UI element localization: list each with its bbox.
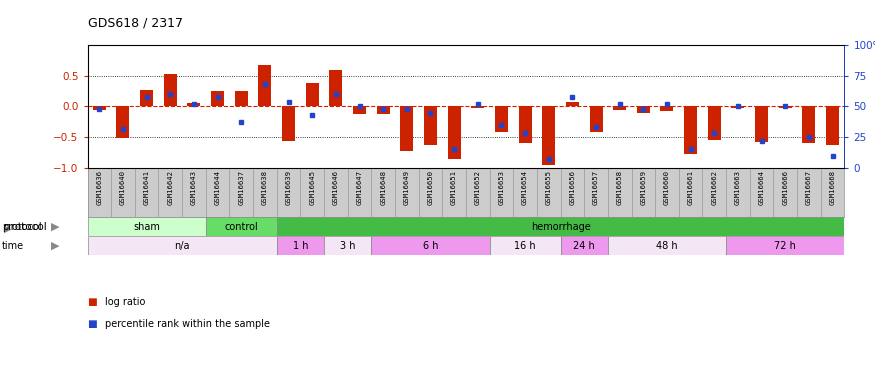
Text: GSM16655: GSM16655 — [546, 170, 552, 206]
Text: ■: ■ — [88, 320, 97, 329]
Text: GSM16657: GSM16657 — [593, 170, 599, 206]
Bar — [495, 106, 507, 132]
Text: sham: sham — [133, 222, 160, 231]
Bar — [258, 64, 271, 106]
Bar — [187, 104, 200, 106]
Text: GDS618 / 2317: GDS618 / 2317 — [88, 17, 183, 30]
Text: GSM16644: GSM16644 — [214, 170, 220, 206]
Bar — [88, 236, 276, 255]
Bar — [755, 106, 768, 142]
Text: control: control — [224, 222, 258, 231]
Bar — [376, 106, 389, 114]
Text: GSM16649: GSM16649 — [403, 170, 410, 206]
Bar — [542, 106, 556, 165]
Bar — [164, 75, 177, 106]
Text: protocol: protocol — [4, 222, 47, 231]
Text: 1 h: 1 h — [292, 240, 308, 250]
Text: 16 h: 16 h — [514, 240, 536, 250]
Text: GSM16642: GSM16642 — [167, 170, 173, 206]
Text: GSM16659: GSM16659 — [640, 170, 647, 206]
Text: GSM16646: GSM16646 — [332, 170, 339, 206]
Text: GSM16654: GSM16654 — [522, 170, 528, 206]
Bar — [566, 102, 579, 106]
Text: GSM16664: GSM16664 — [759, 170, 765, 206]
Text: GSM16650: GSM16650 — [428, 170, 433, 206]
Bar — [282, 106, 295, 141]
Text: GSM16658: GSM16658 — [617, 170, 623, 206]
Bar — [826, 106, 839, 144]
Bar — [613, 106, 626, 109]
Bar — [726, 236, 844, 255]
Text: GSM16668: GSM16668 — [830, 170, 836, 206]
Text: GSM16639: GSM16639 — [285, 170, 291, 206]
Text: GSM16663: GSM16663 — [735, 170, 741, 206]
Text: GSM16640: GSM16640 — [120, 170, 126, 206]
Bar — [708, 106, 721, 140]
Text: log ratio: log ratio — [105, 297, 145, 307]
Text: GSM16666: GSM16666 — [782, 170, 788, 206]
Text: hemorrhage: hemorrhage — [530, 222, 591, 231]
Text: GSM16638: GSM16638 — [262, 170, 268, 206]
Bar — [802, 106, 816, 143]
Text: 24 h: 24 h — [573, 240, 595, 250]
Bar — [424, 106, 437, 144]
Text: GSM16653: GSM16653 — [499, 170, 504, 206]
Bar — [276, 217, 844, 236]
Text: ▶: ▶ — [4, 224, 12, 233]
Text: GSM16667: GSM16667 — [806, 170, 812, 206]
Text: 6 h: 6 h — [423, 240, 438, 250]
Text: GSM16643: GSM16643 — [191, 170, 197, 206]
Bar — [637, 106, 650, 112]
Text: GSM16662: GSM16662 — [711, 170, 718, 206]
Bar — [206, 217, 276, 236]
Bar — [353, 106, 366, 114]
Bar — [779, 106, 792, 108]
Bar — [608, 236, 726, 255]
Text: 3 h: 3 h — [340, 240, 355, 250]
Bar — [329, 70, 342, 106]
Bar — [561, 236, 608, 255]
Bar — [276, 236, 324, 255]
Bar — [324, 236, 371, 255]
Text: GSM16647: GSM16647 — [356, 170, 362, 206]
Text: 48 h: 48 h — [656, 240, 678, 250]
Text: GSM16641: GSM16641 — [144, 170, 150, 206]
Text: GSM16661: GSM16661 — [688, 170, 694, 206]
Bar — [88, 217, 206, 236]
Text: GSM16645: GSM16645 — [309, 170, 315, 206]
Text: GSM16648: GSM16648 — [380, 170, 386, 206]
Text: GSM16637: GSM16637 — [238, 170, 244, 206]
Text: 72 h: 72 h — [774, 240, 796, 250]
Text: ▶: ▶ — [51, 240, 60, 250]
Text: percentile rank within the sample: percentile rank within the sample — [105, 320, 270, 329]
Bar — [305, 83, 318, 106]
Bar — [684, 106, 697, 154]
Text: ■: ■ — [88, 297, 97, 307]
Text: GSM16652: GSM16652 — [475, 170, 480, 206]
Bar — [211, 91, 224, 106]
Bar — [116, 106, 130, 138]
Text: ▶: ▶ — [51, 222, 60, 231]
Bar — [490, 236, 561, 255]
Text: time: time — [2, 240, 24, 250]
Text: protocol: protocol — [2, 222, 41, 231]
Bar — [472, 106, 484, 108]
Bar — [140, 90, 153, 106]
Bar — [590, 106, 603, 132]
Text: GSM16651: GSM16651 — [452, 170, 457, 206]
Text: GSM16636: GSM16636 — [96, 170, 102, 206]
Bar — [400, 106, 413, 151]
Bar — [732, 106, 745, 108]
Text: GSM16656: GSM16656 — [570, 170, 576, 206]
Bar — [661, 106, 674, 111]
Bar — [448, 106, 460, 159]
Bar — [519, 106, 532, 143]
Bar — [371, 236, 490, 255]
Bar — [93, 106, 106, 109]
Bar — [234, 91, 248, 106]
Text: n/a: n/a — [174, 240, 190, 250]
Text: GSM16660: GSM16660 — [664, 170, 670, 206]
